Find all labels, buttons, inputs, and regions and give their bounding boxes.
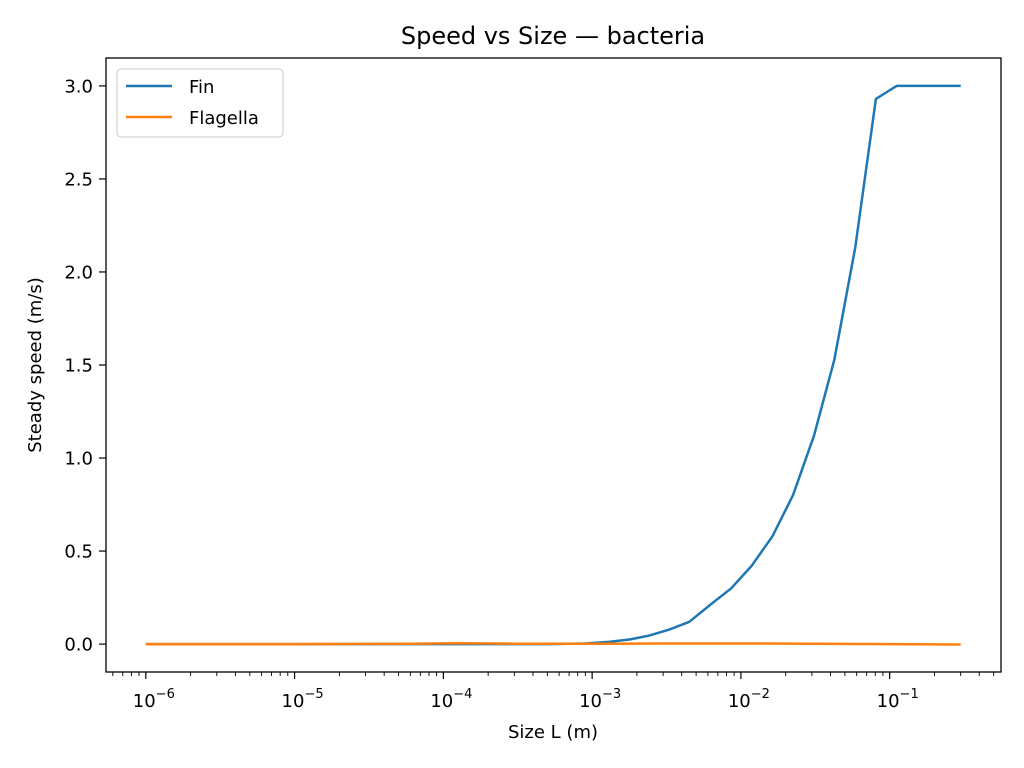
x-tick-label: 10−2 [728,687,770,712]
x-tick-label: 10−1 [877,687,919,712]
series-line-fin [145,84,961,646]
legend-label-fin: Fin [189,77,214,98]
x-tick-label: 10−5 [282,687,324,712]
x-tick-label: 10−6 [133,687,175,712]
plot-frame [105,57,1002,673]
y-tick-label: 2.0 [64,262,93,283]
y-axis: 0.0 0.5 1.0 1.5 2.0 2.5 3.0 [64,76,106,656]
y-tick-label: 2.5 [64,169,93,190]
y-tick-label: 1.0 [64,449,93,470]
legend-label-flagella: Flagella [189,108,259,129]
y-tick-label: 0.0 [64,635,93,656]
x-axis: 10−6 10−5 10−4 10−3 10−2 10−1 [112,672,995,712]
y-tick-label: 0.5 [64,542,93,563]
chart-title: Speed vs Size — bacteria [401,22,705,50]
legend: Fin Flagella [116,68,284,138]
x-tick-label: 10−4 [430,687,472,712]
y-tick-label: 3.0 [64,76,93,97]
y-tick-label: 1.5 [64,356,93,377]
x-tick-label: 10−3 [579,687,621,712]
y-axis-label: Steady speed (m/s) [25,277,46,453]
series-line-flagella [145,641,961,646]
x-axis-label: Size L (m) [508,722,598,743]
plot-lines [145,84,961,646]
